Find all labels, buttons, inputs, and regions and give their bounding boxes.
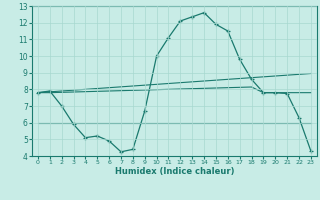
X-axis label: Humidex (Indice chaleur): Humidex (Indice chaleur) [115,167,234,176]
